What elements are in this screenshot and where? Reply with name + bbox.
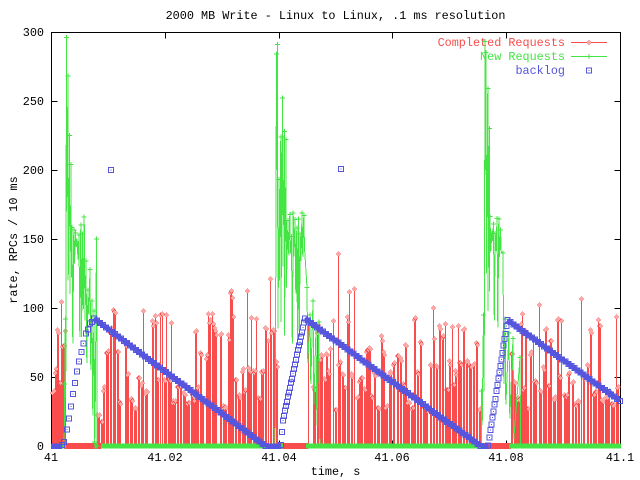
svg-text:100: 100: [23, 302, 44, 316]
svg-text:41.04: 41.04: [261, 451, 296, 465]
svg-text:backlog: backlog: [515, 64, 565, 78]
svg-text:300: 300: [23, 26, 44, 40]
svg-text:Completed Requests: Completed Requests: [438, 36, 565, 50]
svg-text:2000 MB Write - Linux to Linux: 2000 MB Write - Linux to Linux, .1 ms re…: [166, 9, 506, 23]
svg-text:250: 250: [23, 95, 44, 109]
svg-text:41.06: 41.06: [374, 451, 409, 465]
svg-text:200: 200: [23, 164, 44, 178]
svg-text:time, s: time, s: [311, 465, 361, 479]
svg-text:150: 150: [23, 233, 44, 247]
svg-text:41.02: 41.02: [147, 451, 182, 465]
svg-text:0: 0: [37, 440, 44, 454]
svg-text:50: 50: [30, 371, 44, 385]
svg-text:41: 41: [44, 451, 58, 465]
svg-text:rate, RPCs / 10 ms: rate, RPCs / 10 ms: [7, 176, 21, 303]
svg-text:41.08: 41.08: [488, 451, 523, 465]
svg-text:41.1: 41.1: [606, 451, 634, 465]
svg-text:New Requests: New Requests: [480, 50, 565, 64]
